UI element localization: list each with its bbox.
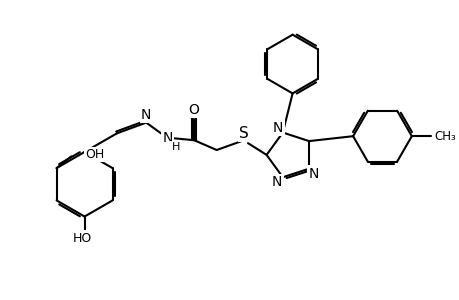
Text: H: H bbox=[171, 142, 179, 152]
Text: N: N bbox=[271, 175, 281, 189]
Text: N: N bbox=[141, 108, 151, 122]
Text: N: N bbox=[308, 167, 319, 181]
Text: S: S bbox=[239, 126, 248, 141]
Text: N: N bbox=[162, 131, 173, 145]
Text: OH: OH bbox=[85, 148, 104, 161]
Text: HO: HO bbox=[73, 232, 92, 244]
Text: CH₃: CH₃ bbox=[433, 130, 455, 143]
Text: N: N bbox=[272, 121, 282, 135]
Text: O: O bbox=[188, 103, 199, 117]
